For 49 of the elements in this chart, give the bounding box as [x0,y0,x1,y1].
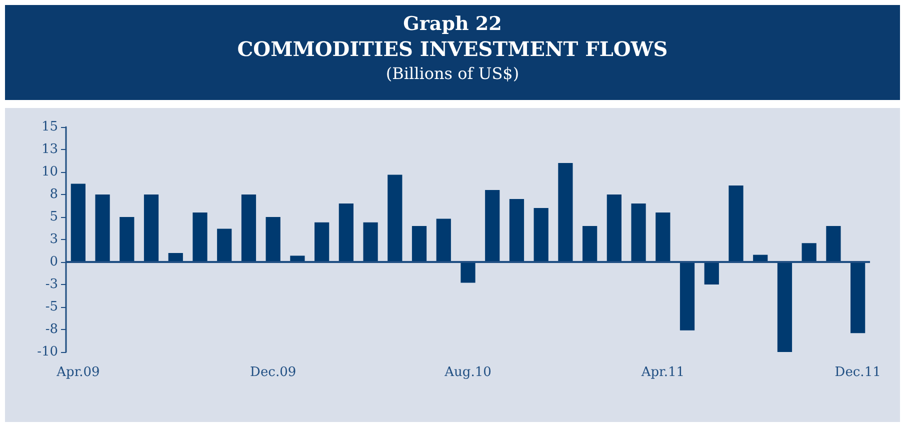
y-tick-label: 0 [50,254,58,270]
bar [802,243,816,262]
x-tick-label: Aug.10 [444,365,492,380]
y-tick-label: 10 [41,164,58,180]
bar [388,174,402,262]
bar [95,194,110,262]
bar [534,208,548,262]
bar [363,222,378,262]
bar [460,262,476,283]
y-tick-label: -10 [37,344,58,360]
chart-subtitle: COMMODITIES INVESTMENT FLOWS [236,37,669,61]
bar [436,218,451,262]
y-tick-label: 8 [50,187,58,202]
bar [509,199,524,262]
bar [144,194,159,262]
y-tick-label: -5 [45,300,58,314]
bar [338,204,354,262]
x-tick-label: Apr.09 [56,365,100,380]
bar [266,217,280,262]
y-tick-label: 5 [50,210,58,224]
bar [606,194,622,262]
x-tick-label: Apr.11 [640,365,684,380]
bar [558,163,573,262]
chart-title: Graph 22 [402,13,503,35]
bar [120,217,134,262]
bar [826,226,841,262]
bar [217,228,232,262]
bar [582,226,598,262]
bar [777,262,792,352]
bar [412,226,427,262]
y-tick-label: -3 [45,277,58,292]
y-tick-label: 15 [41,120,58,134]
bar [314,222,330,262]
bar [850,262,866,334]
y-tick-label: 13 [41,142,58,157]
y-tick-label: -8 [45,322,58,337]
bar [192,212,208,262]
bar [728,186,744,262]
bar [656,212,670,262]
bar [241,194,256,262]
bar [485,190,500,262]
y-tick-label: 3 [50,232,58,247]
y-axis-title: (Billions of US$) [384,64,520,83]
bar [704,262,719,284]
x-tick-label: Dec.11 [834,365,881,380]
bar [70,184,86,262]
x-tick-label: Dec.09 [250,365,296,380]
bar [631,204,646,262]
bar [680,262,695,330]
